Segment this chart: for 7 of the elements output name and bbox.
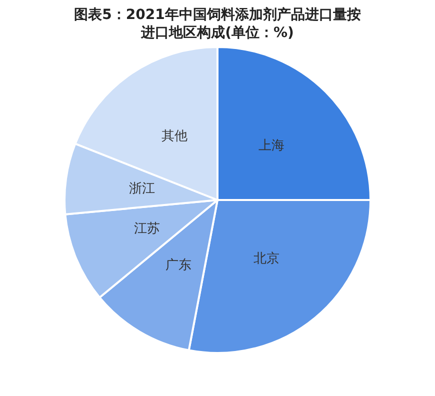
slice-label: 其他	[162, 129, 188, 144]
slice-label: 北京	[253, 251, 280, 266]
slice-label: 江苏	[134, 222, 160, 237]
slice-label: 上海	[258, 138, 285, 154]
chart-title: 图表5：2021年中国饲料添加剂产品进口量按进口地区构成(单位：%)	[73, 6, 362, 42]
slice-label: 广东	[166, 258, 192, 274]
slice-label: 浙江	[128, 182, 155, 197]
